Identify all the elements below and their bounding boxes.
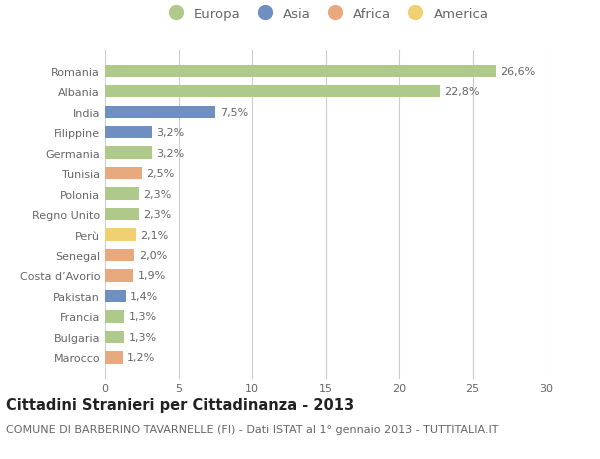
Bar xyxy=(105,229,136,241)
Text: 22,8%: 22,8% xyxy=(445,87,480,97)
Bar xyxy=(105,106,215,118)
Text: 1,2%: 1,2% xyxy=(127,353,155,363)
Legend: Europa, Asia, Africa, America: Europa, Asia, Africa, America xyxy=(163,8,488,21)
Text: 1,3%: 1,3% xyxy=(128,332,157,342)
Text: COMUNE DI BARBERINO TAVARNELLE (FI) - Dati ISTAT al 1° gennaio 2013 - TUTTITALIA: COMUNE DI BARBERINO TAVARNELLE (FI) - Da… xyxy=(6,425,499,435)
Bar xyxy=(105,208,139,221)
Bar xyxy=(105,270,133,282)
Text: 7,5%: 7,5% xyxy=(220,107,248,118)
Text: 1,9%: 1,9% xyxy=(137,271,166,281)
Bar xyxy=(105,188,139,200)
Text: 2,1%: 2,1% xyxy=(140,230,169,240)
Text: 3,2%: 3,2% xyxy=(157,148,185,158)
Text: Cittadini Stranieri per Cittadinanza - 2013: Cittadini Stranieri per Cittadinanza - 2… xyxy=(6,397,354,412)
Bar xyxy=(105,147,152,159)
Text: 1,4%: 1,4% xyxy=(130,291,158,301)
Bar xyxy=(105,249,134,262)
Bar xyxy=(105,311,124,323)
Bar xyxy=(105,352,122,364)
Text: 3,2%: 3,2% xyxy=(157,128,185,138)
Text: 1,3%: 1,3% xyxy=(128,312,157,322)
Text: 2,5%: 2,5% xyxy=(146,169,175,179)
Bar xyxy=(105,168,142,180)
Text: 2,0%: 2,0% xyxy=(139,251,167,260)
Bar xyxy=(105,65,496,78)
Text: 26,6%: 26,6% xyxy=(500,67,536,77)
Text: 2,3%: 2,3% xyxy=(143,189,172,199)
Text: 2,3%: 2,3% xyxy=(143,210,172,219)
Bar xyxy=(105,331,124,343)
Bar xyxy=(105,290,125,302)
Bar xyxy=(105,127,152,139)
Bar xyxy=(105,86,440,98)
